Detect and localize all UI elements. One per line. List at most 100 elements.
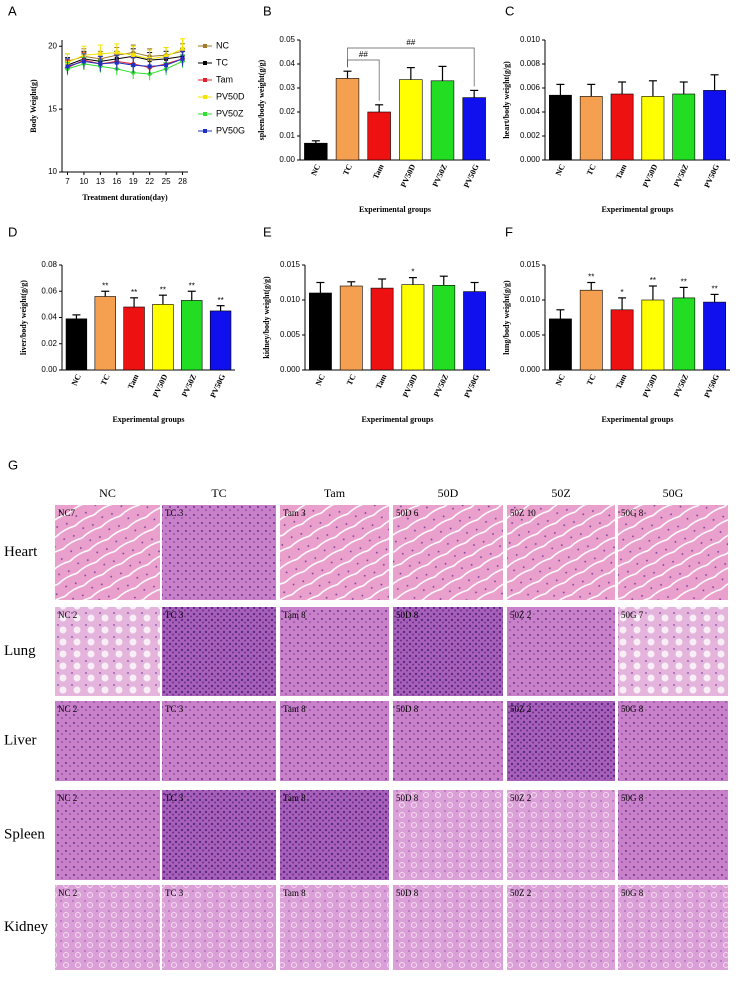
x-tick-label: Tam (126, 373, 141, 391)
significance-label: * (411, 268, 414, 277)
histology-image (280, 505, 389, 600)
bar (94, 296, 116, 371)
legend-marker (203, 95, 207, 99)
y-axis-label: lung/body weight(g/g) (502, 280, 511, 355)
marker (131, 63, 136, 68)
x-tick-label: PV50D (401, 373, 420, 399)
marker (98, 51, 103, 56)
panel-label: C (505, 3, 514, 18)
panel-label: F (505, 224, 513, 239)
x-tick-label: PV50G (462, 373, 481, 399)
column-header: TC (211, 486, 226, 500)
histology-image (55, 607, 160, 696)
histology-image (162, 607, 276, 696)
y-tick-label: 0.015 (280, 260, 301, 269)
x-tick-label: 22 (145, 177, 154, 186)
histology-image (162, 790, 276, 880)
column-header: 50D (438, 486, 459, 500)
significance-label: * (621, 288, 624, 297)
y-tick-label: 0.000 (520, 155, 541, 164)
marker (180, 56, 185, 61)
bar (304, 142, 328, 161)
histology-image (618, 505, 728, 600)
bar (579, 96, 603, 161)
series-line (67, 48, 183, 64)
series-line (67, 55, 183, 66)
image-label: 50G 8 (621, 888, 644, 898)
y-tick-label: 15 (48, 104, 57, 113)
image-label: TC 3 (165, 888, 184, 898)
legend-marker (203, 129, 207, 133)
panel-label: B (263, 3, 272, 18)
y-tick-label: 20 (48, 41, 57, 50)
y-tick-label: 0.006 (520, 83, 541, 92)
image-label: NC 2 (58, 704, 77, 714)
histology-image (393, 790, 503, 880)
column-header: Tam (324, 486, 346, 500)
y-tick-label: 0.000 (280, 365, 301, 374)
legend-label: PV50G (216, 125, 245, 135)
histology-image (280, 701, 389, 781)
x-tick-label: PV50G (702, 163, 721, 189)
histology-image (162, 701, 276, 781)
significance-label: ** (131, 288, 137, 297)
image-label: Tam 8 (283, 610, 306, 620)
bar (209, 310, 232, 371)
bracket-label: ## (359, 50, 368, 59)
legend-marker (203, 112, 207, 116)
bar (463, 291, 486, 371)
image-label: 50Z 10 (510, 508, 536, 518)
x-tick-label: 28 (178, 177, 187, 186)
y-tick-label: 0.015 (520, 260, 541, 269)
image-label: 50D 8 (396, 610, 419, 620)
significance-label: ** (189, 281, 195, 290)
y-tick-label: 0.01 (279, 131, 295, 140)
panel-label: E (263, 224, 272, 239)
x-axis-label: Experimental groups (601, 205, 673, 214)
histology-image (55, 701, 160, 781)
marker (81, 59, 86, 64)
bracket (347, 47, 475, 87)
series-line (67, 60, 183, 75)
marker (164, 63, 169, 68)
image-label: 50D 8 (396, 793, 419, 803)
y-axis-label: liver/body weight(g/g) (19, 280, 28, 355)
bar (641, 96, 665, 161)
image-label: 50Z 2 (510, 793, 531, 803)
significance-label: ** (217, 296, 223, 305)
marker (114, 60, 119, 65)
histology-image (507, 790, 615, 880)
image-label: 50G 8 (621, 704, 644, 714)
x-tick-label: NC (554, 163, 567, 177)
image-label: 50D 8 (396, 888, 419, 898)
y-tick-label: 0.00 (279, 155, 295, 164)
image-label: 50Z 2 (510, 704, 531, 714)
histology-image (393, 885, 503, 970)
row-label: Lung (4, 643, 36, 659)
image-label: 50D 8 (396, 704, 419, 714)
x-tick-label: 19 (129, 177, 138, 186)
x-tick-label: TC (585, 373, 598, 387)
y-tick-label: 0.010 (280, 295, 301, 304)
marker (98, 61, 103, 66)
y-tick-label: 0.02 (279, 107, 295, 116)
histology-image (618, 607, 728, 696)
x-tick-label: Tam (374, 373, 389, 391)
bar (339, 285, 363, 371)
row-label: Heart (4, 544, 38, 560)
bar (703, 301, 726, 371)
histology-image (618, 701, 728, 781)
histology-image (55, 505, 160, 600)
x-tick-label: TC (345, 373, 358, 387)
row-label: Liver (4, 732, 36, 748)
image-label: Tam 8 (283, 888, 306, 898)
bar (65, 318, 88, 371)
image-label: TC 3 (165, 793, 184, 803)
histology-image (507, 607, 615, 696)
bar (367, 111, 391, 161)
image-label: NC 2 (58, 793, 77, 803)
histology-image (280, 885, 389, 970)
image-label: Tam 8 (283, 704, 306, 714)
row-label: Kidney (4, 919, 49, 935)
bar (610, 309, 634, 371)
